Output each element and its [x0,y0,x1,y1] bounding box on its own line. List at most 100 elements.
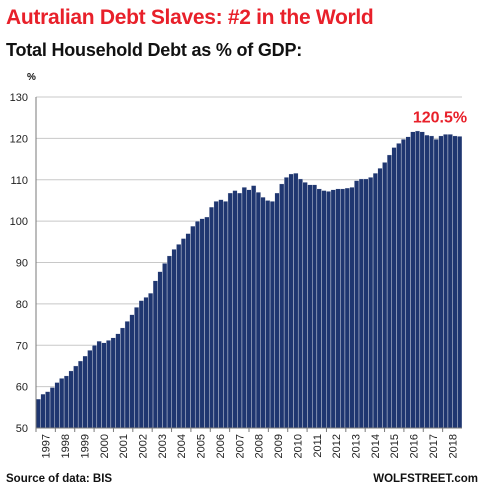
x-tick-label: 1997 [41,434,53,458]
bar [429,135,435,429]
x-tick-label: 2004 [176,434,188,458]
y-tick-label: 50 [16,423,28,435]
bar [199,218,205,429]
x-tick-label: 2011 [312,434,324,458]
bar [293,172,299,429]
bar [171,249,177,429]
bar [302,182,308,429]
bar [143,297,149,429]
bar [457,136,463,429]
bar [246,189,252,429]
y-tick-label: 70 [16,340,28,352]
bar [115,333,121,429]
bar [316,188,322,429]
bar [232,190,238,429]
bar [110,337,116,429]
bar [419,131,425,429]
bar [237,192,243,429]
x-tick-label: 2018 [447,434,459,458]
bar [92,345,98,429]
bar [49,387,55,429]
bar [63,375,69,429]
x-tick-label: 2009 [273,434,285,458]
bar [129,314,135,429]
bar [204,216,210,429]
bar [223,201,229,429]
data-source: Source of data: BIS [6,473,113,485]
bar [349,187,355,429]
bar [213,201,219,429]
x-tick-label: 2001 [118,434,130,458]
bar [45,391,51,429]
bar [138,300,144,429]
y-tick-labels: 50 60 70 80 90 100 110 120 130 [10,92,28,435]
y-axis-label: % [27,72,36,83]
bar [368,177,374,429]
bar [377,167,383,429]
bar [68,370,74,429]
bar [269,201,275,429]
bars [35,130,463,429]
bar [265,200,271,429]
bar [358,178,364,429]
x-tick-label: 2005 [196,434,208,458]
x-tick-label: 2002 [138,434,150,458]
bar [227,192,233,429]
x-tick-label: 2008 [254,434,266,458]
y-tick-label: 100 [10,216,28,228]
x-tick-label: 2013 [351,434,363,458]
bar [340,188,346,429]
y-tick-label: 130 [10,92,28,104]
bar [241,187,247,429]
bar [101,342,107,429]
bar [312,184,318,429]
bar [382,162,388,429]
y-tick-label: 90 [16,258,28,270]
bar [283,177,289,429]
bar [251,185,257,429]
x-tick-label: 2007 [234,434,246,458]
x-tick-label: 1999 [79,434,91,458]
bar [87,350,93,429]
y-tick-label: 60 [16,382,28,394]
bar [77,360,83,429]
x-tick-label: 2017 [428,434,440,458]
bar [330,189,336,429]
bar [307,184,313,429]
bar [279,183,285,429]
bar [54,382,60,429]
bar [326,191,332,429]
x-tick-label: 2016 [409,434,421,458]
bar [218,199,224,429]
x-tick-label: 2003 [157,434,169,458]
x-tick-label: 1998 [60,434,72,458]
bar [106,340,112,429]
bar [344,187,350,429]
bar [255,191,261,429]
chart-title: Autralian Debt Slaves: #2 in the World [6,6,374,29]
bar [59,378,65,429]
bar [82,355,88,429]
bar [96,340,102,429]
x-tick-label: 2015 [389,434,401,458]
bar [443,134,449,429]
x-tick-label: 2006 [215,434,227,458]
bar [162,263,168,429]
x-tick-labels: 1997 1998 1999 2000 2001 2002 2003 2004 2005 2006… [35,428,459,458]
bar [148,292,154,429]
bar [260,196,266,429]
y-tick-label: 110 [10,175,28,187]
bar [424,134,430,429]
bar [438,135,444,429]
bar [433,139,439,429]
bar [194,220,201,429]
y-tick-label: 120 [10,133,28,145]
bar [405,136,411,429]
bar [354,180,360,429]
bar [400,139,406,429]
bar [40,393,46,429]
bar [415,130,421,429]
bar [152,280,158,429]
bar [410,131,416,429]
